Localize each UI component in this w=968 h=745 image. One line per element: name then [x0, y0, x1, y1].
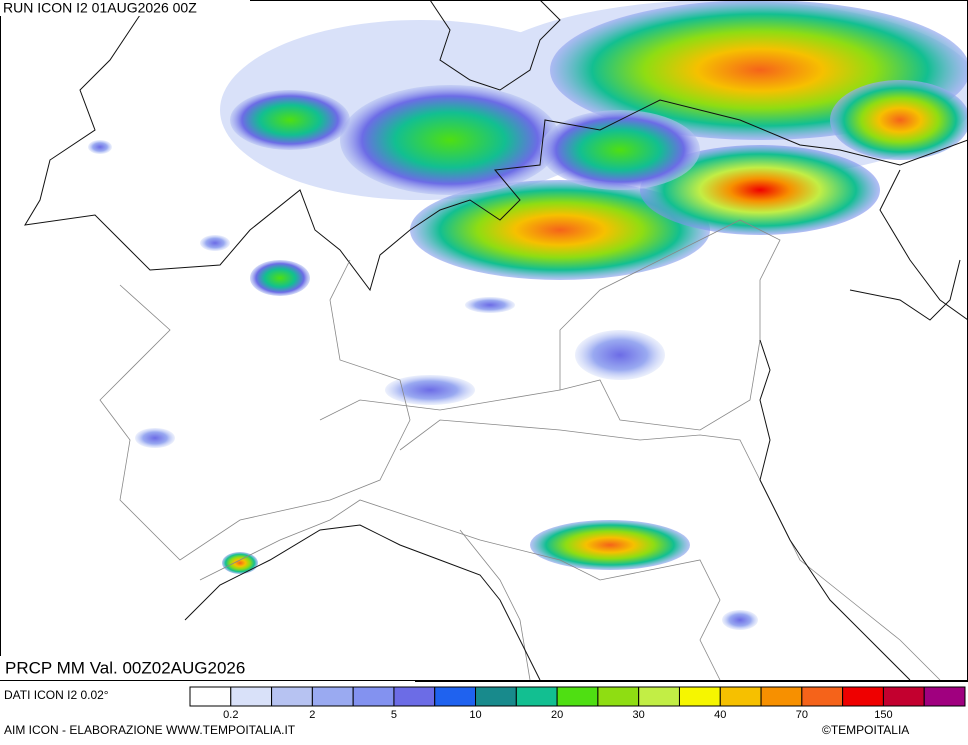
legend-swatch: [515, 686, 558, 707]
legend-tick: 10: [469, 709, 481, 721]
legend-swatch: [801, 686, 844, 707]
legend-swatch: [842, 686, 884, 707]
credit: AIM ICON - ELABORAZIONE WWW.TEMPOITALIA.…: [4, 723, 296, 737]
legend-swatch: [230, 686, 273, 707]
map-caption: PRCP MM Val. 00Z02AUG2026: [5, 658, 245, 677]
legend-tick: 30: [633, 709, 645, 721]
title-bg: [0, 0, 250, 16]
borders: [24, 0, 968, 681]
legend-swatch: [393, 686, 436, 707]
legend-swatch: [556, 686, 599, 707]
legend-swatch: [678, 686, 721, 707]
legend-swatch: [352, 686, 395, 707]
legend-swatch: [475, 686, 517, 707]
legend-swatch: [189, 686, 232, 707]
legend-swatch: [719, 686, 762, 707]
legend-tick: 70: [796, 709, 808, 721]
legend-tick: 20: [551, 709, 563, 721]
legend-swatch: [638, 686, 680, 707]
color-legend: 0.2 2 5 10 20 30 40 70 150: [189, 686, 966, 721]
legend-tick: 40: [714, 709, 726, 721]
legend-tick: 5: [391, 709, 397, 721]
copyright: ©TEMPOITALIA: [822, 723, 909, 737]
legend-swatch: [760, 686, 803, 707]
legend-tick: 0.2: [223, 709, 238, 721]
legend-tick: 150: [874, 709, 892, 721]
legend-swatch: [311, 686, 354, 707]
caption-bg: [0, 656, 300, 680]
run-title: RUN ICON I2 01AUG2026 00Z: [3, 0, 197, 16]
legend-swatch: [882, 686, 925, 707]
legend-tick: 2: [309, 709, 315, 721]
precipitation: [88, 0, 968, 630]
source: DATI ICON I2 0.02°: [4, 688, 109, 702]
legend-swatch: [271, 686, 313, 707]
legend-swatch: [923, 686, 966, 707]
legend-swatch: [434, 686, 477, 707]
legend-swatch: [597, 686, 640, 707]
